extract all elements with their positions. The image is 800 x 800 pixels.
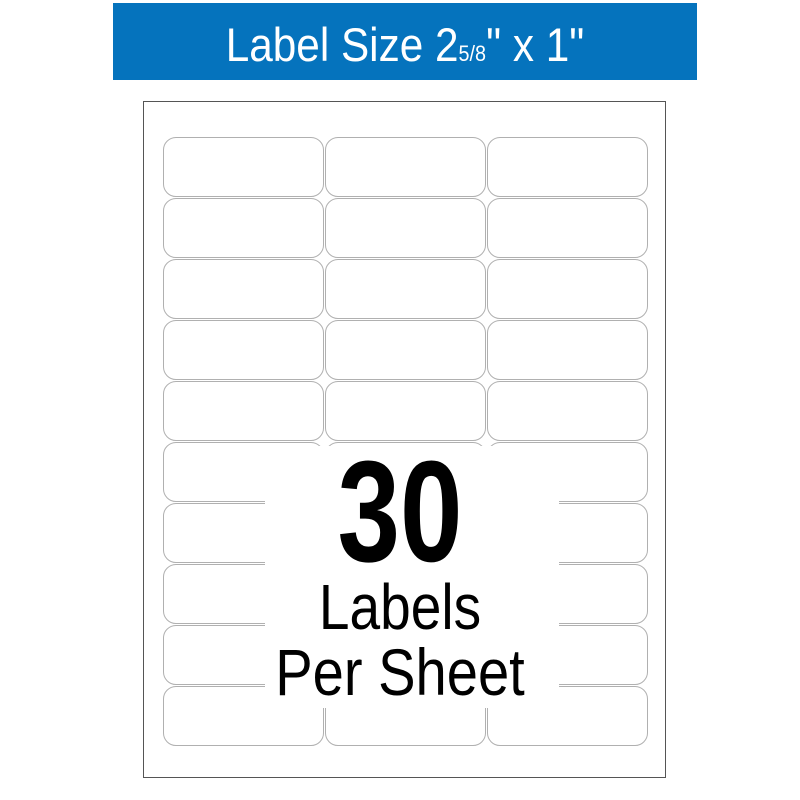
- labels-count: 30: [337, 431, 463, 592]
- label-cell: [163, 320, 324, 380]
- per-sheet-text: Per Sheet: [275, 635, 525, 709]
- label-cell: [487, 137, 648, 197]
- label-cell: [163, 259, 324, 319]
- label-cell: [325, 198, 486, 258]
- label-size-title: Label Size 25/8" x 1": [142, 17, 668, 82]
- label-cell: [325, 381, 486, 441]
- labels-text: Labels: [318, 571, 482, 643]
- label-cell: [163, 137, 324, 197]
- label-cell: [487, 198, 648, 258]
- callout-background: [265, 446, 559, 708]
- label-cell: [487, 381, 648, 441]
- label-cell: [325, 320, 486, 380]
- label-cell: [487, 320, 648, 380]
- title-suffix: " x 1": [486, 18, 585, 71]
- label-cell: [163, 381, 324, 441]
- title-fraction: 5/8: [458, 41, 487, 66]
- label-cell: [325, 137, 486, 197]
- label-cell: [325, 259, 486, 319]
- label-cell: [487, 259, 648, 319]
- title-prefix: Label Size 2: [225, 18, 459, 71]
- label-size-banner: Label Size 25/8" x 1": [113, 3, 697, 80]
- label-cell: [163, 198, 324, 258]
